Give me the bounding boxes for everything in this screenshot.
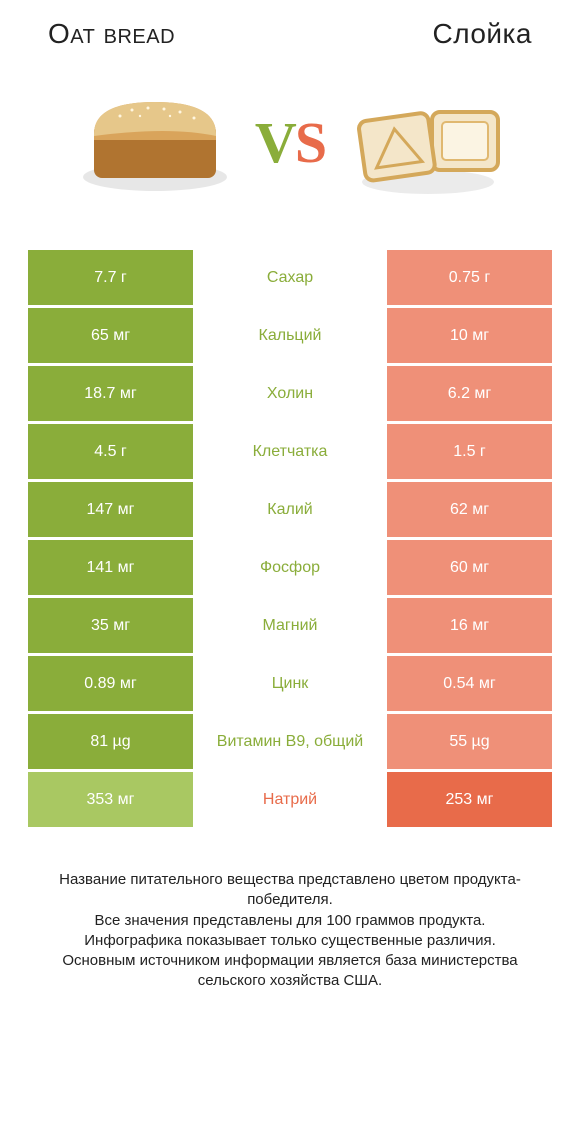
nutrient-label: Витамин B9, общий: [193, 714, 387, 769]
nutrient-label: Холин: [193, 366, 387, 421]
nutrient-label: Цинк: [193, 656, 387, 711]
right-value-cell: 1.5 г: [387, 424, 552, 479]
right-value-cell: 253 мг: [387, 772, 552, 827]
table-row: 35 мгМагний16 мг: [28, 598, 552, 653]
vs-s: S: [295, 110, 325, 175]
nutrient-label: Магний: [193, 598, 387, 653]
left-value-cell: 147 мг: [28, 482, 193, 537]
table-row: 141 мгФосфор60 мг: [28, 540, 552, 595]
right-value-cell: 55 µg: [387, 714, 552, 769]
vs-label: VS: [255, 109, 325, 176]
vs-v: V: [255, 110, 295, 175]
left-food-image: [65, 72, 245, 212]
right-value-cell: 60 мг: [387, 540, 552, 595]
left-value-cell: 353 мг: [28, 772, 193, 827]
left-value-cell: 141 мг: [28, 540, 193, 595]
table-row: 81 µgВитамин B9, общий55 µg: [28, 714, 552, 769]
header: Oat bread Слойка: [0, 0, 580, 50]
left-value-cell: 18.7 мг: [28, 366, 193, 421]
table-row: 147 мгКалий62 мг: [28, 482, 552, 537]
left-food-title: Oat bread: [48, 18, 175, 50]
left-value-cell: 35 мг: [28, 598, 193, 653]
footer-line: Инфографика показывает только существенн…: [32, 931, 548, 951]
nutrient-label: Калий: [193, 482, 387, 537]
right-value-cell: 10 мг: [387, 308, 552, 363]
table-row: 65 мгКальций10 мг: [28, 308, 552, 363]
left-value-cell: 81 µg: [28, 714, 193, 769]
footer-line: Название питательного вещества представл…: [32, 870, 548, 911]
left-value-cell: 65 мг: [28, 308, 193, 363]
nutrient-label: Натрий: [193, 772, 387, 827]
nutrient-label: Клетчатка: [193, 424, 387, 479]
left-value-cell: 0.89 мг: [28, 656, 193, 711]
table-row: 4.5 гКлетчатка1.5 г: [28, 424, 552, 479]
right-value-cell: 6.2 мг: [387, 366, 552, 421]
table-row: 0.89 мгЦинк0.54 мг: [28, 656, 552, 711]
nutrient-label: Фосфор: [193, 540, 387, 595]
comparison-table: 7.7 гСахар0.75 г65 мгКальций10 мг18.7 мг…: [0, 250, 580, 827]
table-row: 18.7 мгХолин6.2 мг: [28, 366, 552, 421]
footer-line: Все значения представлены для 100 граммо…: [32, 911, 548, 931]
nutrient-label: Сахар: [193, 250, 387, 305]
footer-notes: Название питательного вещества представл…: [0, 830, 580, 992]
nutrient-label: Кальций: [193, 308, 387, 363]
footer-line: Основным источником информации является …: [32, 951, 548, 992]
left-value-cell: 7.7 г: [28, 250, 193, 305]
table-row: 353 мгНатрий253 мг: [28, 772, 552, 827]
table-row: 7.7 гСахар0.75 г: [28, 250, 552, 305]
right-food-title: Слойка: [432, 18, 532, 50]
right-value-cell: 62 мг: [387, 482, 552, 537]
right-value-cell: 0.75 г: [387, 250, 552, 305]
right-value-cell: 0.54 мг: [387, 656, 552, 711]
left-value-cell: 4.5 г: [28, 424, 193, 479]
right-value-cell: 16 мг: [387, 598, 552, 653]
right-food-image: [335, 72, 515, 212]
images-row: VS: [0, 50, 580, 250]
